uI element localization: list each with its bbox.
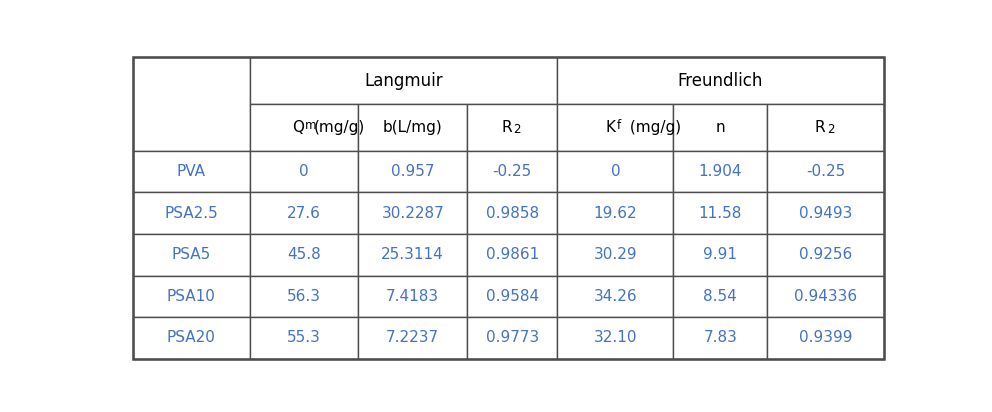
Text: -0.25: -0.25 [806, 164, 845, 179]
Bar [558, 317, 674, 359]
Text: K: K [605, 120, 615, 135]
Bar [674, 234, 767, 276]
Text: 0.9493: 0.9493 [799, 206, 852, 221]
Bar [558, 104, 674, 151]
Text: 19.62: 19.62 [593, 206, 637, 221]
Text: 8.54: 8.54 [703, 289, 737, 304]
Text: Langmuir: Langmuir [364, 72, 442, 90]
Text: b(L/mg): b(L/mg) [383, 120, 442, 135]
Bar [250, 276, 358, 317]
Bar [558, 192, 674, 234]
Bar [250, 104, 358, 151]
Text: 30.29: 30.29 [593, 247, 637, 262]
Text: PSA10: PSA10 [167, 289, 216, 304]
Text: Q: Q [292, 120, 304, 135]
Text: 11.58: 11.58 [698, 206, 742, 221]
Bar [133, 276, 250, 317]
Bar [250, 151, 358, 192]
Text: 0.9773: 0.9773 [485, 330, 539, 345]
Text: 7.83: 7.83 [703, 330, 737, 345]
Text: 2: 2 [514, 123, 521, 136]
Bar [358, 276, 467, 317]
Bar [250, 317, 358, 359]
Bar [133, 57, 250, 151]
Bar [674, 104, 767, 151]
Text: m: m [306, 119, 316, 131]
Text: 0: 0 [610, 164, 620, 179]
Text: PSA5: PSA5 [172, 247, 211, 262]
Text: 0.9858: 0.9858 [486, 206, 539, 221]
Text: (mg/g): (mg/g) [625, 120, 682, 135]
Bar [767, 317, 884, 359]
Text: -0.25: -0.25 [492, 164, 532, 179]
Text: 0.9399: 0.9399 [799, 330, 852, 345]
Bar [674, 317, 767, 359]
Bar [358, 234, 467, 276]
Text: 27.6: 27.6 [287, 206, 320, 221]
Text: f: f [617, 119, 621, 131]
Bar [767, 234, 884, 276]
Text: 0.957: 0.957 [391, 164, 434, 179]
Text: (mg/g): (mg/g) [313, 120, 365, 135]
Text: n: n [715, 120, 725, 135]
Bar [467, 317, 558, 359]
Text: 7.4183: 7.4183 [386, 289, 439, 304]
Bar [358, 192, 467, 234]
Text: 34.26: 34.26 [593, 289, 637, 304]
Bar [133, 192, 250, 234]
Bar [674, 192, 767, 234]
Bar [133, 234, 250, 276]
Text: 55.3: 55.3 [287, 330, 320, 345]
Text: 0.9256: 0.9256 [799, 247, 852, 262]
Text: 0: 0 [300, 164, 309, 179]
Text: 7.2237: 7.2237 [386, 330, 439, 345]
Bar [250, 234, 358, 276]
Bar [250, 57, 558, 104]
Text: R: R [814, 120, 825, 135]
Text: PSA20: PSA20 [167, 330, 216, 345]
Text: Freundlich: Freundlich [678, 72, 763, 90]
Bar [767, 192, 884, 234]
Text: 30.2287: 30.2287 [381, 206, 444, 221]
Bar [767, 276, 884, 317]
Text: 2: 2 [826, 123, 834, 136]
Text: 0.9584: 0.9584 [486, 289, 539, 304]
Bar [358, 151, 467, 192]
Bar [767, 151, 884, 192]
Text: 25.3114: 25.3114 [381, 247, 444, 262]
Bar [467, 276, 558, 317]
Bar [674, 276, 767, 317]
Text: 0.9861: 0.9861 [485, 247, 539, 262]
Bar [358, 104, 467, 151]
Text: 9.91: 9.91 [703, 247, 737, 262]
Text: 32.10: 32.10 [593, 330, 637, 345]
Bar [467, 192, 558, 234]
Bar [467, 104, 558, 151]
Bar [558, 276, 674, 317]
Text: 0.94336: 0.94336 [794, 289, 857, 304]
Bar [767, 104, 884, 151]
Text: 45.8: 45.8 [287, 247, 320, 262]
Bar [558, 57, 884, 104]
Bar [467, 151, 558, 192]
Text: R: R [502, 120, 512, 135]
Bar [250, 192, 358, 234]
Bar [558, 234, 674, 276]
Text: PSA2.5: PSA2.5 [165, 206, 218, 221]
Bar [358, 317, 467, 359]
Bar [558, 151, 674, 192]
Bar [133, 317, 250, 359]
Text: 1.904: 1.904 [698, 164, 742, 179]
Bar [674, 151, 767, 192]
Text: 56.3: 56.3 [287, 289, 321, 304]
Bar [133, 151, 250, 192]
Bar [467, 234, 558, 276]
Text: PVA: PVA [177, 164, 206, 179]
